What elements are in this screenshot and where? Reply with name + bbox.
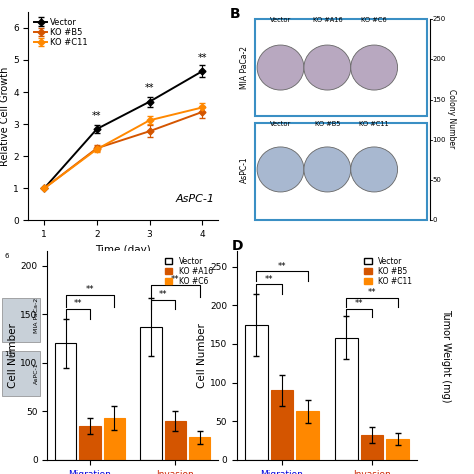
Text: MIA PaCa-2: MIA PaCa-2 [34,298,39,333]
Text: B: B [230,7,241,21]
Text: KO #A16: KO #A16 [312,17,342,23]
Bar [104,418,125,460]
Bar [386,439,409,460]
Legend: Vector, KO #B5, KO #C11: Vector, KO #B5, KO #C11 [33,16,90,49]
Bar [55,343,76,460]
Bar [164,421,186,460]
Text: Tumor Weight (mg): Tumor Weight (mg) [440,309,451,402]
Y-axis label: Cell Number: Cell Number [8,323,18,388]
Text: 150: 150 [432,97,446,102]
Bar [189,438,210,460]
Text: 11: 11 [4,351,13,357]
Text: **: ** [73,300,82,309]
Text: **: ** [145,82,155,93]
Text: **: ** [198,53,207,63]
Text: KO #C11: KO #C11 [359,121,389,127]
Text: **: ** [159,290,167,299]
Text: **: ** [368,288,376,297]
Text: KO #B5: KO #B5 [315,121,340,127]
Bar [361,435,383,460]
Text: **: ** [265,274,273,283]
Text: **: ** [171,275,180,284]
Text: D: D [231,239,243,254]
Text: **: ** [278,262,286,271]
Bar [2,351,40,396]
Legend: Vector, KO #B5, KO #C11: Vector, KO #B5, KO #C11 [363,255,413,287]
Text: Vector: Vector [270,121,291,127]
Bar [140,327,162,460]
Bar [335,338,358,460]
Text: 50: 50 [432,177,441,183]
Bar [296,411,319,460]
Circle shape [351,45,398,90]
Circle shape [304,45,351,90]
Text: 100: 100 [432,137,446,143]
FancyBboxPatch shape [255,123,427,220]
Y-axis label: Relative Cell Growth: Relative Cell Growth [0,66,10,166]
Bar [79,426,101,460]
Circle shape [304,147,351,192]
Text: AsPC-1: AsPC-1 [175,194,214,204]
FancyBboxPatch shape [255,19,427,116]
Text: 0: 0 [432,218,437,223]
Text: MIA PaCa-2: MIA PaCa-2 [240,46,249,89]
Text: **: ** [86,285,94,294]
Circle shape [257,45,304,90]
Text: **: ** [92,111,101,121]
Text: 200: 200 [432,56,446,62]
X-axis label: Time (day): Time (day) [95,245,151,255]
Circle shape [257,147,304,192]
Bar [2,298,40,342]
Text: Vector: Vector [270,17,291,23]
Text: AsPC-1: AsPC-1 [34,363,39,384]
Circle shape [351,147,398,192]
Text: AsPC-1: AsPC-1 [240,156,249,183]
Y-axis label: Cell Number: Cell Number [197,323,207,388]
Text: Colony Number: Colony Number [447,89,456,148]
Legend: Vector, KO #A16, KO #C6: Vector, KO #A16, KO #C6 [163,255,214,287]
Text: 250: 250 [432,16,446,22]
Text: **: ** [355,300,364,309]
Text: 6: 6 [4,253,9,259]
Text: KO #C6: KO #C6 [361,17,387,23]
Bar [271,390,293,460]
Bar [245,325,268,460]
